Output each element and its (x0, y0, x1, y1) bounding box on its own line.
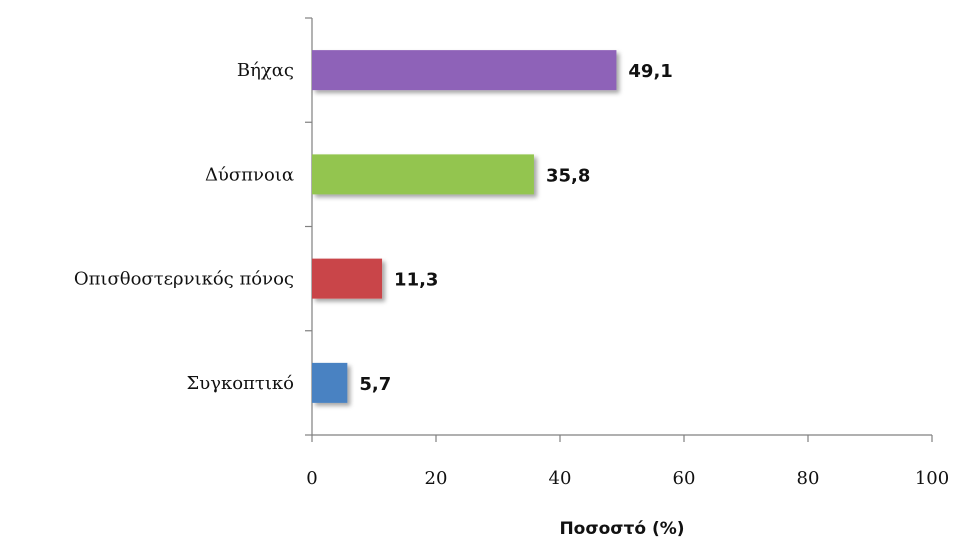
x-tick-label: 20 (425, 468, 448, 489)
data-label: 11,3 (394, 270, 438, 291)
x-tick-label: 100 (915, 468, 949, 489)
data-label: 5,7 (359, 374, 391, 395)
x-tick-label: 80 (797, 468, 820, 489)
bar (312, 362, 348, 403)
x-axis-title: Ποσοστό (%) (559, 519, 684, 539)
x-tick-label: 40 (549, 468, 572, 489)
bar (312, 50, 617, 91)
labels: 0 20 40 60 80 100 Βήχας 49,1 Δύσπνοια 35,8 Οπισθοσ… (74, 60, 949, 489)
category-label: Βήχας (237, 60, 294, 81)
bar (312, 154, 534, 195)
data-label: 35,8 (546, 165, 590, 186)
bars (312, 50, 617, 403)
x-tick-label: 0 (306, 468, 317, 489)
x-tick-label: 60 (673, 468, 696, 489)
category-label: Οπισθοστερνικός πόνος (74, 269, 294, 290)
bar (312, 258, 383, 299)
data-label: 49,1 (628, 61, 672, 82)
category-label: Δύσπνοια (205, 164, 294, 185)
category-label: Συγκοπτικό (187, 373, 294, 394)
